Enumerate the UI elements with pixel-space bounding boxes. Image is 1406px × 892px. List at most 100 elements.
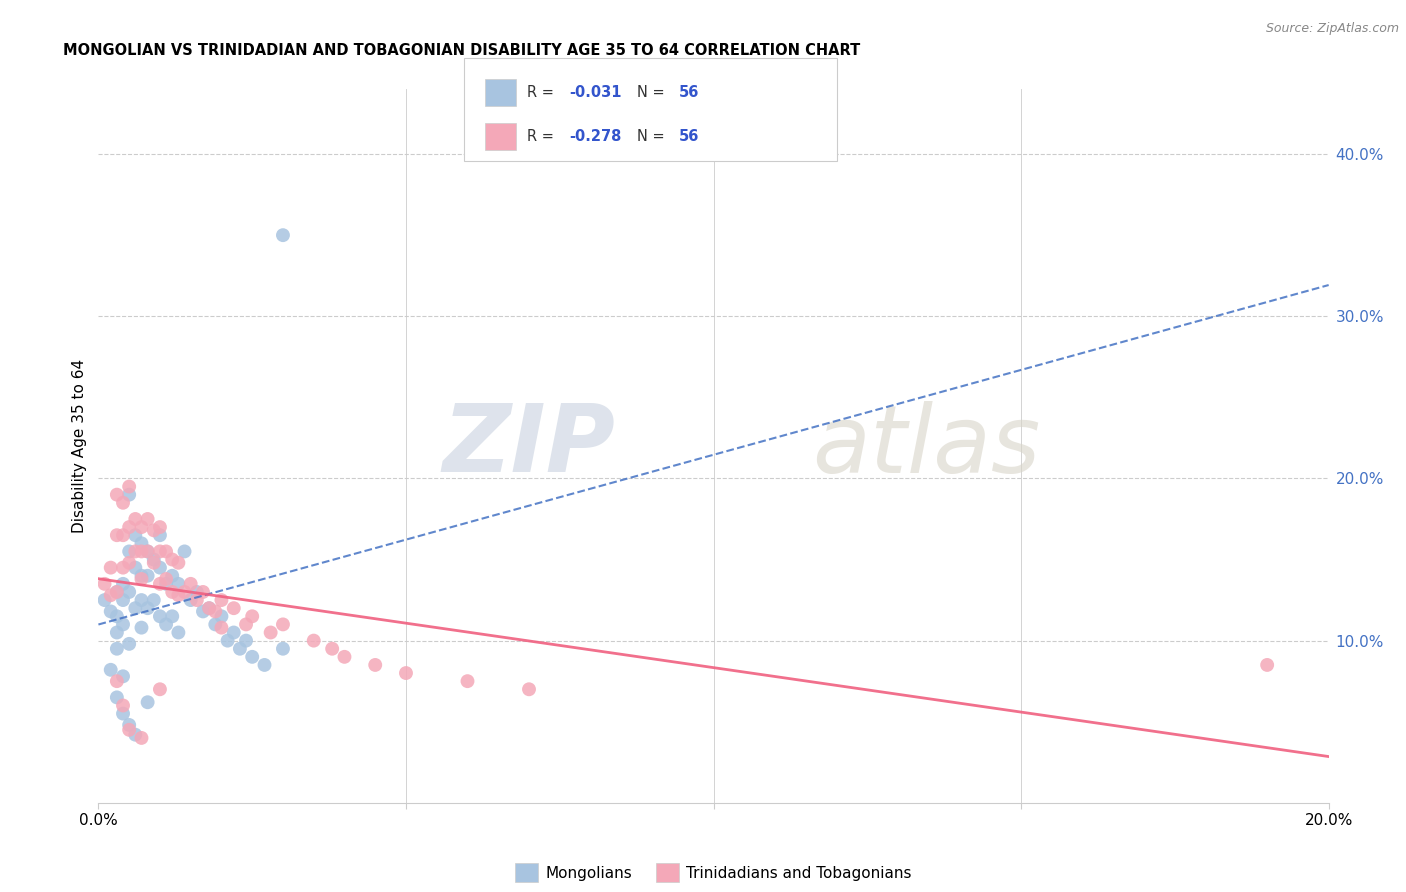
- Point: [105, 609, 128, 624]
- Point: [180, 593, 202, 607]
- Point: [131, 568, 153, 582]
- Point: [149, 544, 172, 558]
- Point: [149, 609, 172, 624]
- Point: [149, 577, 172, 591]
- Point: [204, 604, 226, 618]
- Point: [229, 641, 252, 656]
- Point: [211, 609, 233, 624]
- Point: [186, 585, 208, 599]
- Point: [93, 577, 115, 591]
- Point: [271, 228, 294, 243]
- Point: [124, 544, 146, 558]
- Point: [124, 528, 146, 542]
- Point: [186, 593, 208, 607]
- Point: [105, 641, 128, 656]
- Point: [149, 520, 172, 534]
- Point: [136, 568, 159, 582]
- Point: [100, 560, 122, 574]
- Point: [235, 633, 257, 648]
- Point: [124, 728, 146, 742]
- Point: [191, 604, 214, 618]
- Point: [112, 560, 135, 574]
- Point: [100, 588, 122, 602]
- Point: [112, 496, 135, 510]
- Point: [253, 657, 276, 672]
- Y-axis label: Disability Age 35 to 64: Disability Age 35 to 64: [72, 359, 87, 533]
- Point: [105, 674, 128, 689]
- Point: [271, 641, 294, 656]
- Point: [136, 544, 159, 558]
- Point: [118, 585, 141, 599]
- Point: [149, 560, 172, 574]
- Point: [112, 577, 135, 591]
- Text: ZIP: ZIP: [443, 400, 616, 492]
- Point: [155, 544, 177, 558]
- Point: [191, 585, 214, 599]
- Point: [105, 585, 128, 599]
- Point: [93, 593, 115, 607]
- Point: [240, 649, 263, 664]
- Point: [155, 577, 177, 591]
- Point: [112, 706, 135, 721]
- Text: -0.031: -0.031: [569, 85, 621, 100]
- Point: [105, 690, 128, 705]
- Point: [162, 552, 183, 566]
- Point: [142, 552, 165, 566]
- Point: [217, 633, 239, 648]
- Point: [162, 568, 183, 582]
- Point: [112, 593, 135, 607]
- Point: [240, 609, 263, 624]
- Point: [260, 625, 283, 640]
- Point: [136, 544, 159, 558]
- Point: [167, 577, 190, 591]
- Point: [118, 723, 141, 737]
- Point: [173, 585, 195, 599]
- Text: 56: 56: [679, 85, 699, 100]
- Point: [124, 560, 146, 574]
- Text: R =: R =: [527, 85, 558, 100]
- Point: [155, 572, 177, 586]
- Point: [302, 633, 325, 648]
- Point: [105, 528, 128, 542]
- Point: [204, 617, 226, 632]
- Point: [271, 617, 294, 632]
- Point: [149, 682, 172, 697]
- Point: [142, 524, 165, 538]
- Legend: Mongolians, Trinidadians and Tobagonians: Mongolians, Trinidadians and Tobagonians: [509, 857, 918, 888]
- Text: -0.278: -0.278: [569, 129, 621, 145]
- Point: [235, 617, 257, 632]
- Point: [162, 585, 183, 599]
- Point: [131, 731, 153, 745]
- Text: MONGOLIAN VS TRINIDADIAN AND TOBAGONIAN DISABILITY AGE 35 TO 64 CORRELATION CHAR: MONGOLIAN VS TRINIDADIAN AND TOBAGONIAN …: [63, 43, 860, 58]
- Point: [142, 593, 165, 607]
- Text: Source: ZipAtlas.com: Source: ZipAtlas.com: [1265, 22, 1399, 36]
- Text: N =: N =: [637, 85, 669, 100]
- Point: [395, 666, 418, 681]
- Point: [456, 674, 478, 689]
- Point: [333, 649, 356, 664]
- Point: [118, 556, 141, 570]
- Point: [118, 479, 141, 493]
- Text: N =: N =: [637, 129, 669, 145]
- Point: [167, 625, 190, 640]
- Point: [118, 544, 141, 558]
- Point: [105, 488, 128, 502]
- Text: R =: R =: [527, 129, 558, 145]
- Point: [173, 544, 195, 558]
- Point: [131, 593, 153, 607]
- Point: [118, 488, 141, 502]
- Point: [167, 588, 190, 602]
- Point: [136, 601, 159, 615]
- Text: 56: 56: [679, 129, 699, 145]
- Point: [162, 609, 183, 624]
- Point: [149, 528, 172, 542]
- Point: [124, 601, 146, 615]
- Point: [131, 621, 153, 635]
- Point: [118, 637, 141, 651]
- Point: [142, 556, 165, 570]
- Point: [211, 621, 233, 635]
- Point: [321, 641, 343, 656]
- Point: [131, 536, 153, 550]
- Point: [180, 577, 202, 591]
- Point: [222, 601, 245, 615]
